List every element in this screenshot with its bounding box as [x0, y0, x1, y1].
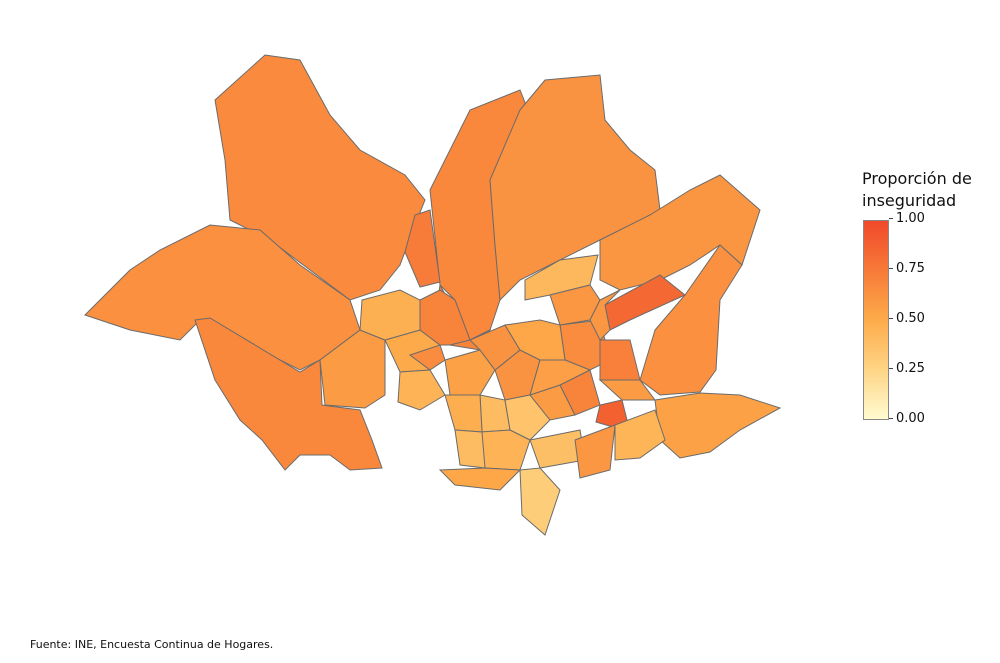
map-region	[408, 344, 446, 371]
map-region	[479, 429, 531, 471]
colorbar	[863, 220, 889, 420]
map-region	[598, 379, 656, 401]
map-region	[454, 429, 486, 469]
map-region	[444, 394, 483, 433]
colorbar-tick: 0.00	[889, 411, 925, 426]
legend-title-line-1: Proporción de	[862, 169, 972, 188]
map-region	[589, 289, 621, 341]
legend-title-line-2: inseguridad	[862, 191, 957, 210]
map-region	[469, 324, 521, 371]
map-region	[599, 339, 641, 381]
map-region	[519, 467, 561, 536]
map-region	[444, 349, 496, 396]
map-region	[404, 209, 441, 288]
map-region	[639, 244, 743, 396]
colorbar-tick: 0.75	[889, 261, 925, 276]
colorbar-tick: 0.50	[889, 311, 925, 326]
map-region	[614, 409, 666, 461]
colorbar-tick: 0.25	[889, 361, 925, 376]
legend-title: Proporción de inseguridad	[862, 168, 972, 212]
map-region	[194, 317, 383, 471]
map-region	[574, 424, 616, 479]
map-region	[397, 369, 446, 411]
map-region	[84, 224, 361, 371]
map-region	[654, 392, 782, 459]
map-region	[504, 319, 566, 361]
map-region	[438, 467, 522, 491]
map-region	[419, 289, 471, 346]
colorbar-tick: 1.00	[889, 211, 925, 226]
map-region	[359, 289, 421, 341]
source-caption: Fuente: INE, Encuesta Continua de Hogare…	[30, 638, 274, 651]
